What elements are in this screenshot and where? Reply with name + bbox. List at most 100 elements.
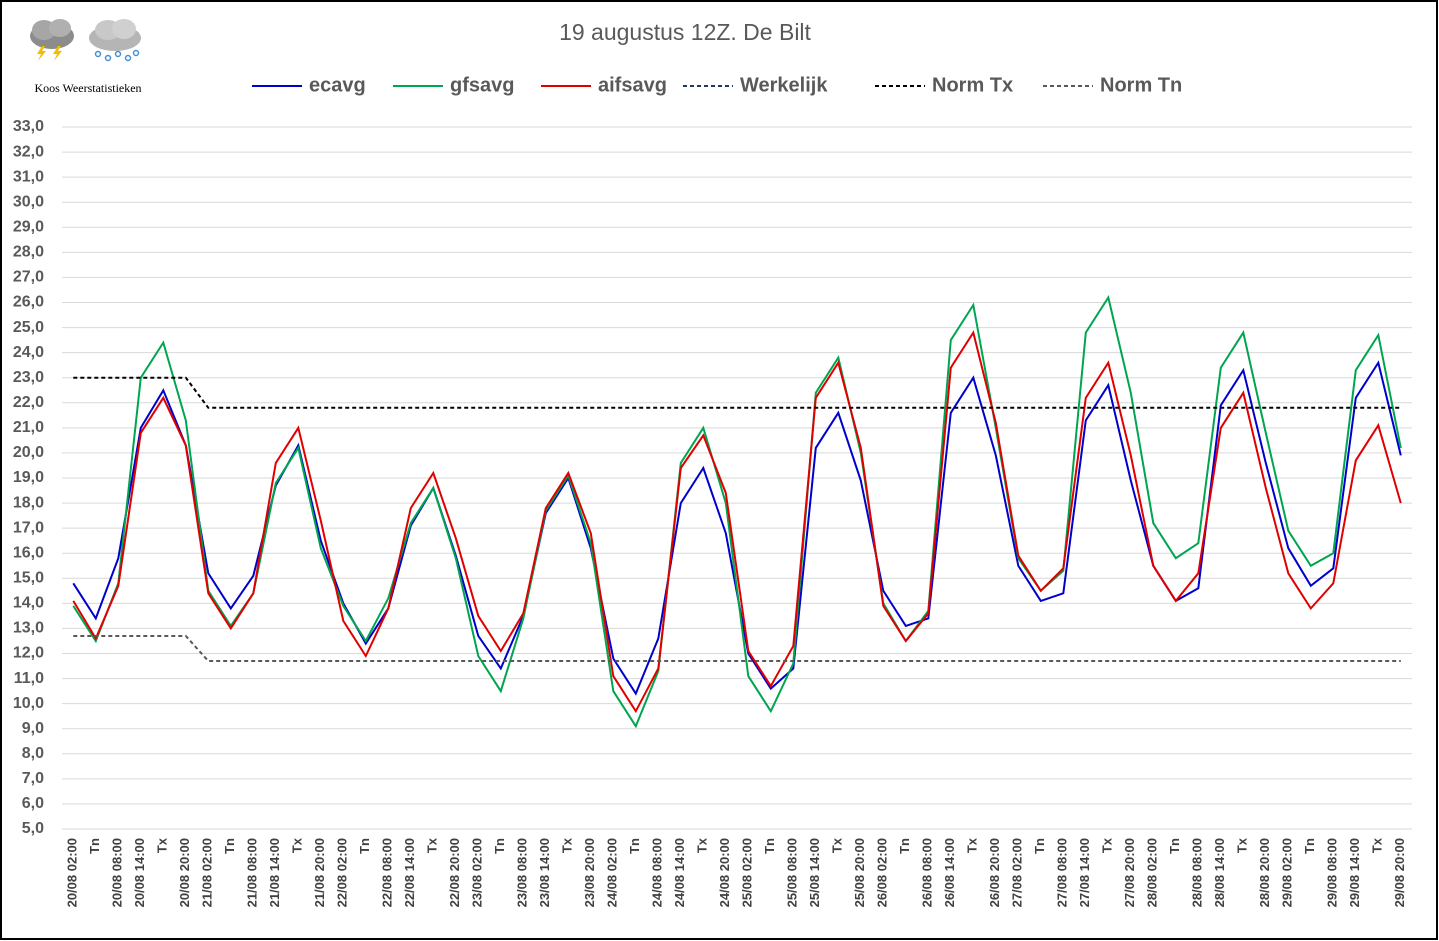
y-tick-label: 11,0 [14,670,44,687]
y-tick-label: 14,0 [13,595,44,612]
y-tick-label: 33,0 [13,118,44,135]
x-tick-label: 23/08 14:00 [537,838,552,907]
x-tick-label: 25/08 08:00 [785,838,800,907]
x-tick-label: Tx [965,837,980,853]
x-tick-label: Tx [1100,837,1115,853]
series-line [72,330,1402,714]
x-tick-label: Tx [560,837,575,853]
legend-label: aifsavg [598,74,667,96]
y-tick-label: 10,0 [13,695,44,712]
x-tick-label: 24/08 02:00 [605,838,620,907]
y-tick-label: 15,0 [13,570,44,587]
series-line [73,635,1401,662]
x-tick-label: 28/08 02:00 [1145,838,1160,907]
y-tick-label: 26,0 [13,294,44,311]
x-tick-label: Tn [897,838,912,854]
x-tick-label: 26/08 14:00 [942,838,957,907]
y-tick-label: 6,0 [22,795,44,812]
x-tick-label: 22/08 20:00 [447,838,462,907]
x-tick-label: 21/08 08:00 [245,838,260,907]
x-tick-label: 22/08 08:00 [380,838,395,907]
x-tick-label: 27/08 20:00 [1122,838,1137,907]
legend-label: Werkelijk [740,74,828,96]
x-tick-label: 29/08 20:00 [1392,838,1407,907]
x-tick-label: Tn [1302,838,1317,854]
y-tick-label: 30,0 [13,193,44,210]
x-tick-label: 29/08 14:00 [1347,838,1362,907]
y-tick-label: 23,0 [13,369,44,386]
y-tick-label: 18,0 [13,494,44,511]
legend-label: Norm Tx [932,74,1013,96]
legend-label: gfsavg [450,74,514,96]
x-tick-label: Tn [87,838,102,854]
x-tick-label: Tx [155,837,170,853]
x-tick-label: Tn [762,838,777,854]
x-tick-label: 23/08 02:00 [470,838,485,907]
y-tick-label: 32,0 [13,143,44,160]
x-tick-label: 24/08 14:00 [672,838,687,907]
y-tick-label: 28,0 [13,244,44,261]
weather-icons [30,19,141,62]
y-tick-label: 21,0 [13,419,44,436]
x-tick-label: 26/08 02:00 [875,838,890,907]
x-tick-label: 26/08 20:00 [987,838,1002,907]
x-tick-label: 28/08 20:00 [1257,838,1272,907]
x-tick-label: 20/08 20:00 [177,838,192,907]
x-tick-label: 27/08 14:00 [1077,838,1092,907]
x-tick-label: Tx [425,837,440,853]
y-tick-label: 24,0 [13,344,44,361]
x-tick-label: Tn [627,838,642,854]
y-tick-label: 13,0 [13,620,44,637]
y-tick-label: 12,0 [13,645,44,662]
y-tick-label: 8,0 [22,745,44,762]
y-tick-label: 17,0 [13,519,44,536]
x-tick-label: Tx [695,837,710,853]
x-tick-label: 20/08 14:00 [132,838,147,907]
x-tick-label: 24/08 20:00 [717,838,732,907]
y-tick-label: 9,0 [22,720,44,737]
x-tick-label: 25/08 02:00 [740,838,755,907]
x-tick-label: Tx [1235,837,1250,853]
x-tick-label: 27/08 02:00 [1010,838,1025,907]
subtitle: Koos Weerstatistieken [34,81,141,95]
x-tick-label: 28/08 14:00 [1212,838,1227,907]
x-tick-label: 21/08 14:00 [267,838,282,907]
y-tick-label: 31,0 [13,168,44,185]
x-tick-label: 25/08 20:00 [852,838,867,907]
x-tick-label: Tn [492,838,507,854]
y-tick-label: 29,0 [13,219,44,236]
x-tick-label: 26/08 08:00 [920,838,935,907]
x-tick-label: 21/08 02:00 [200,838,215,907]
x-tick-label: Tx [1370,837,1385,853]
x-tick-label: 20/08 02:00 [65,838,80,907]
y-tick-label: 25,0 [13,319,44,336]
legend-label: Norm Tn [1100,74,1182,96]
y-tick-label: 20,0 [13,444,44,461]
x-tick-label: Tn [1032,838,1047,854]
chart-title: 19 augustus 12Z. De Bilt [559,19,811,45]
x-tick-label: Tn [1167,838,1182,854]
x-tick-label: 25/08 14:00 [807,838,822,907]
y-tick-label: 22,0 [13,394,44,411]
x-tick-label: 24/08 08:00 [650,838,665,907]
x-tick-label: 23/08 08:00 [515,838,530,907]
y-tick-label: 16,0 [13,544,44,561]
x-tick-label: 29/08 02:00 [1280,838,1295,907]
x-tick-label: 22/08 14:00 [402,838,417,907]
x-tick-label: 20/08 08:00 [110,838,125,907]
x-tick-label: 27/08 08:00 [1055,838,1070,907]
x-tick-label: Tx [830,837,845,853]
y-tick-label: 27,0 [13,269,44,286]
x-tick-label: Tn [357,838,372,854]
y-tick-label: 19,0 [13,469,44,486]
series-line [73,376,1401,409]
x-tick-label: 21/08 20:00 [312,838,327,907]
x-tick-label: Tx [290,837,305,853]
series-line [72,294,1402,729]
x-tick-label: 23/08 20:00 [582,838,597,907]
y-tick-label: 5,0 [22,820,44,837]
y-tick-label: 7,0 [22,770,44,787]
x-tick-label: Tn [222,838,237,854]
